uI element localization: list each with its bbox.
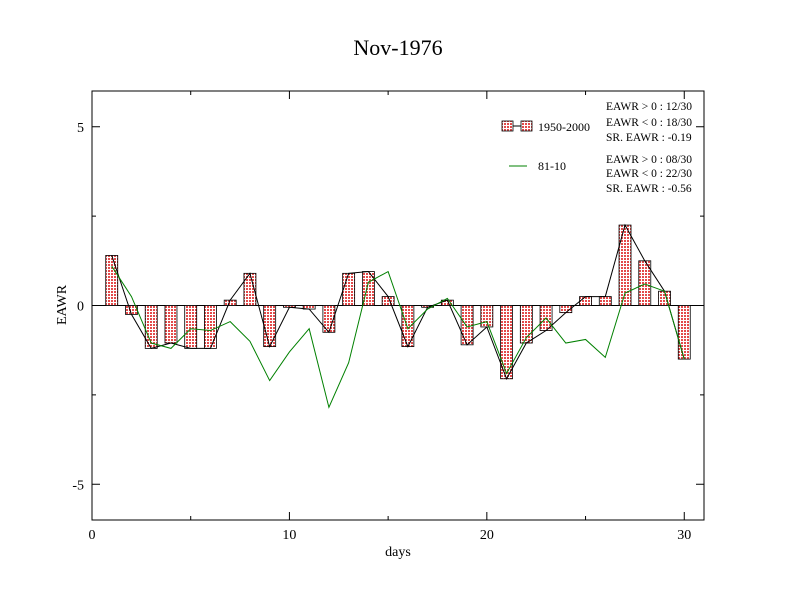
bar-1950-2000 [480,305,494,328]
bar-1950-2000 [401,305,415,348]
y-axis-label: EAWR [55,284,70,325]
y-tick-label: -5 [72,478,84,493]
x-axis-label: days [385,545,411,560]
line-81-10 [111,265,685,409]
bar-1950-2000 [460,305,474,346]
axis-ticks: 0 10 20 30 -5 0 5 [72,91,704,543]
bar-1950-2000 [105,255,119,306]
legend-swatch-box-right [520,120,533,132]
bar-1950-2000 [184,305,198,349]
bar-1950-2000 [342,272,356,306]
y-tick-label: 5 [77,121,84,136]
legend-label-1950-2000: 1950-2000 [538,120,590,134]
legend-label-81-10: 81-10 [538,159,566,173]
bar-1950-2000 [579,296,592,306]
y-tick-label: 0 [77,300,84,315]
bar-1950-2000 [263,305,277,348]
x-tick-label: 30 [677,528,691,543]
bar-1950-2000 [658,290,671,306]
x-tick-label: 10 [282,528,296,543]
bar-1950-2000 [598,296,612,306]
stat-text: EAWR < 0 : 18/30 [606,117,692,129]
stat-text: EAWR > 0 : 08/30 [606,154,692,166]
line-1950-2000 [111,223,685,380]
stat-text: SR. EAWR : -0.56 [606,183,692,195]
bar-1950-2000 [204,305,217,349]
stats-annotations: EAWR > 0 : 12/30 EAWR < 0 : 18/30 SR. EA… [606,101,692,195]
stat-text: SR. EAWR : -0.19 [606,132,692,144]
legend: 1950-2000 81-10 [501,120,590,173]
legend-swatch-box-left [501,120,514,132]
bar-1950-2000 [677,305,691,360]
stat-text: EAWR > 0 : 12/30 [606,101,692,113]
chart-title: Nov-1976 [353,35,442,60]
plot-area [92,223,704,409]
x-tick-label: 0 [89,528,96,543]
x-tick-label: 20 [480,528,494,543]
stat-text: EAWR < 0 : 22/30 [606,168,692,180]
bar-1950-2000 [164,305,178,344]
